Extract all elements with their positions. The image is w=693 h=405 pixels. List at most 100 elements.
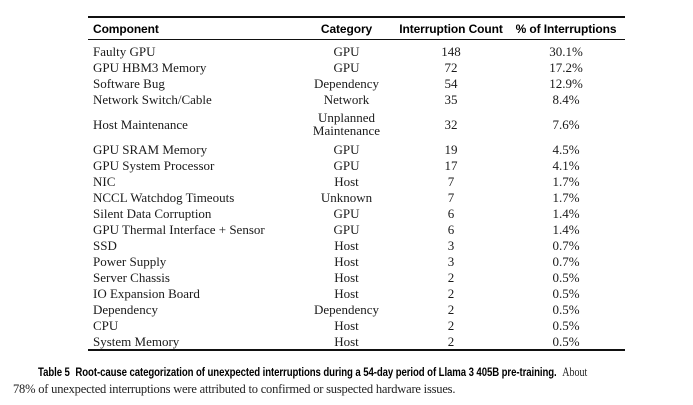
percent-cell: 0.7% — [552, 237, 580, 253]
count-cell: 3 — [447, 253, 455, 269]
count-cell: 3 — [447, 237, 455, 253]
table-row: Network Switch/Cable Network 35 8.4% — [88, 91, 625, 107]
category-cell: GPU — [333, 59, 360, 75]
count-cell: 2 — [447, 285, 455, 301]
percent-cell: 30.1% — [549, 43, 583, 59]
table-header-row: Component Category Interruption Count % … — [88, 17, 625, 40]
caption-line-2: 78% of unexpected interruptions were att… — [13, 382, 456, 396]
table-row: Software Bug Dependency 54 12.9% — [88, 75, 625, 91]
count-cell: 2 — [447, 269, 455, 285]
component-cell: Network Switch/Cable — [93, 91, 212, 107]
component-cell: CPU — [93, 317, 119, 333]
percent-cell: 0.5% — [552, 301, 580, 317]
column-header-category: Category — [320, 21, 373, 36]
component-cell: SSD — [93, 237, 117, 253]
table-row: System Memory Host 2 0.5% — [88, 333, 625, 350]
percent-cell: 7.6% — [552, 116, 580, 132]
table-row: NCCL Watchdog Timeouts Unknown 7 1.7% — [88, 189, 625, 205]
category-cell: Host — [334, 173, 359, 189]
percent-cell: 8.4% — [552, 91, 580, 107]
component-cell: Faulty GPU — [93, 43, 156, 59]
component-cell: NIC — [93, 173, 116, 189]
caption-line-1: Table 5 Root-cause categorization of unex… — [38, 363, 587, 381]
category-cell: GPU — [333, 141, 360, 157]
component-cell: Host Maintenance — [93, 116, 188, 132]
table-row: Dependency Dependency 2 0.5% — [88, 301, 625, 317]
category-cell: GPU — [333, 157, 360, 173]
table-row: GPU HBM3 Memory GPU 72 17.2% — [88, 59, 625, 75]
count-cell: 32 — [444, 116, 458, 132]
percent-cell: 0.7% — [552, 253, 580, 269]
category-cell: Host — [334, 317, 359, 333]
category-cell: Host — [334, 237, 359, 253]
column-header-component: Component — [93, 21, 159, 36]
count-cell: 7 — [447, 189, 455, 205]
column-header-interruption-count: Interruption Count — [399, 21, 503, 36]
count-cell: 19 — [444, 141, 458, 157]
caption-title: Root-cause categorization of unexpected … — [75, 365, 557, 379]
table-row: GPU Thermal Interface + Sensor GPU 6 1.4… — [88, 221, 625, 237]
category-cell: GPU — [333, 221, 360, 237]
count-cell: 2 — [447, 301, 455, 317]
component-cell: IO Expansion Board — [93, 285, 200, 301]
percent-cell: 0.5% — [552, 285, 580, 301]
table-row: SSD Host 3 0.7% — [88, 237, 625, 253]
category-cell: GPU — [333, 205, 360, 221]
component-cell: GPU SRAM Memory — [93, 141, 208, 157]
table-row: CPU Host 2 0.5% — [88, 317, 625, 333]
category-cell: Unplanned Maintenance — [312, 110, 381, 138]
table-caption: Table 5 Root-cause categorization of unex… — [13, 363, 685, 398]
component-cell: System Memory — [93, 333, 180, 349]
table-row: NIC Host 7 1.7% — [88, 173, 625, 189]
component-cell: Software Bug — [93, 75, 165, 91]
percent-cell: 1.7% — [552, 189, 580, 205]
count-cell: 148 — [441, 43, 461, 59]
count-cell: 7 — [447, 173, 455, 189]
category-cell: Unknown — [320, 189, 373, 205]
percent-cell: 1.4% — [552, 205, 580, 221]
component-cell: GPU System Processor — [93, 157, 215, 173]
interruptions-table: Component Category Interruption Count % … — [88, 16, 625, 351]
category-cell: Host — [334, 333, 359, 349]
count-cell: 6 — [447, 205, 455, 221]
percent-cell: 0.5% — [552, 333, 580, 349]
table-row: Server Chassis Host 2 0.5% — [88, 269, 625, 285]
count-cell: 6 — [447, 221, 455, 237]
table-row: Faulty GPU GPU 148 30.1% — [88, 40, 625, 60]
table-row: IO Expansion Board Host 2 0.5% — [88, 285, 625, 301]
category-cell: Host — [334, 253, 359, 269]
table-row: GPU System Processor GPU 17 4.1% — [88, 157, 625, 173]
table-row: Host Maintenance Unplanned Maintenance 3… — [88, 107, 625, 141]
count-cell: 72 — [444, 59, 458, 75]
count-cell: 54 — [444, 75, 458, 91]
count-cell: 35 — [444, 91, 458, 107]
component-cell: NCCL Watchdog Timeouts — [93, 189, 235, 205]
count-cell: 2 — [447, 333, 455, 349]
percent-cell: 0.5% — [552, 317, 580, 333]
component-cell: Silent Data Corruption — [93, 205, 212, 221]
percent-cell: 17.2% — [549, 59, 583, 75]
component-cell: GPU Thermal Interface + Sensor — [93, 221, 265, 237]
component-cell: GPU HBM3 Memory — [93, 59, 207, 75]
percent-cell: 1.4% — [552, 221, 580, 237]
table-row: GPU SRAM Memory GPU 19 4.5% — [88, 141, 625, 157]
count-cell: 2 — [447, 317, 455, 333]
component-cell: Dependency — [93, 301, 158, 317]
percent-cell: 4.1% — [552, 157, 580, 173]
category-cell: Dependency — [314, 75, 379, 91]
category-cell: Host — [334, 269, 359, 285]
caption-body-start: About — [562, 365, 588, 379]
category-cell: Dependency — [314, 301, 379, 317]
percent-cell: 1.7% — [552, 173, 580, 189]
category-cell: Host — [334, 285, 359, 301]
percent-cell: 4.5% — [552, 141, 580, 157]
category-cell: GPU — [333, 43, 360, 59]
category-cell: Network — [323, 91, 370, 107]
component-cell: Power Supply — [93, 253, 167, 269]
table-row: Silent Data Corruption GPU 6 1.4% — [88, 205, 625, 221]
count-cell: 17 — [444, 157, 458, 173]
percent-cell: 12.9% — [549, 75, 583, 91]
table-row: Power Supply Host 3 0.7% — [88, 253, 625, 269]
percent-cell: 0.5% — [552, 269, 580, 285]
